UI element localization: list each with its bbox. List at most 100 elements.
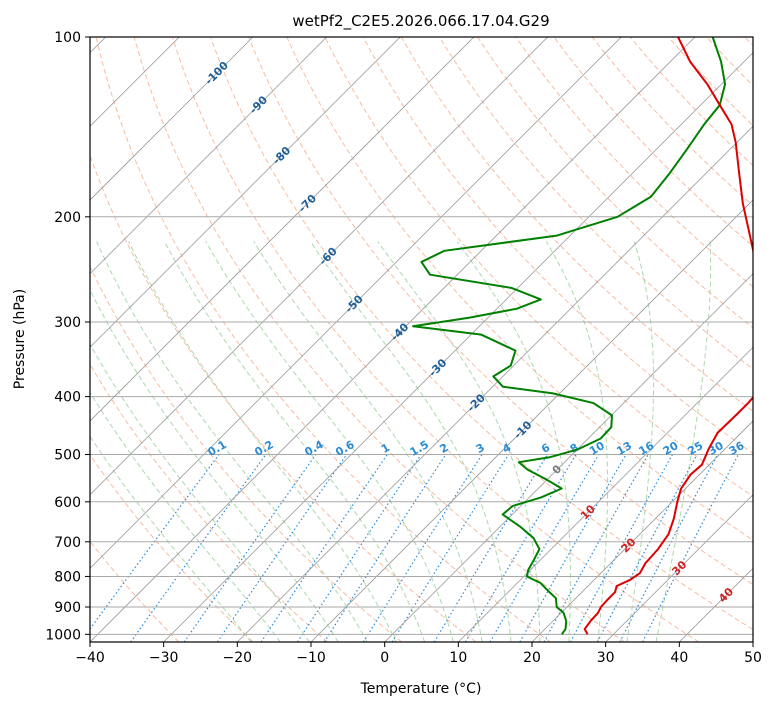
isotherms: [90, 37, 753, 642]
x-tick-label: 20: [523, 650, 541, 666]
dry-adiabat-line: [362, 37, 753, 455]
x-tick-label: −40: [75, 650, 105, 666]
x-tick-label: 50: [744, 650, 762, 666]
dry-adiabat-line: [324, 37, 753, 498]
x-tick-label: −30: [149, 650, 179, 666]
isotherm-line: [163, 52, 753, 642]
isotherm-line: [752, 641, 753, 642]
moist-adiabat-line: [164, 241, 426, 642]
isotherm-line: [90, 37, 401, 348]
isotherm-line: [531, 420, 753, 642]
moist-adiabat-line: [253, 241, 483, 642]
dry-adiabat-line: [248, 37, 753, 586]
mixing-ratio-line: [183, 454, 317, 642]
mixing-ratio-line: [489, 454, 600, 642]
moist-adiabat-line: [655, 241, 712, 642]
x-tick-label: 30: [597, 650, 615, 666]
y-axis-label: Pressure (hPa): [12, 289, 28, 389]
moist-adiabat-line: [128, 241, 397, 642]
mixing-ratio-line: [260, 454, 388, 642]
dry-adiabat-line: [286, 37, 753, 541]
moist-adiabat-line: [90, 288, 339, 642]
x-axis-label: Temperature (°C): [360, 681, 482, 697]
mixing-ratio-label: 16: [637, 439, 657, 458]
dewpoint-profile-line: [412, 37, 727, 635]
mixing-ratio-line: [216, 454, 348, 642]
mixing-ratio-line: [90, 454, 220, 630]
chart-title: wetPf2_C2E5.2026.066.17.04.G29: [292, 12, 549, 31]
x-tick-label: 10: [449, 650, 467, 666]
moist-adiabat-line: [90, 343, 310, 642]
dry-adiabat-line: [90, 540, 180, 642]
dry-adiabat-line: [591, 37, 753, 207]
moist-adiabats: [90, 241, 712, 642]
mixing-ratio-line: [596, 454, 698, 642]
mixing-ratio-line: [296, 454, 422, 642]
isotherm-line: [90, 37, 622, 569]
moist-adiabat-line: [310, 241, 512, 642]
isotherm-line: [605, 494, 753, 642]
dry-adiabat-line: [400, 37, 753, 412]
y-tick-label: 600: [54, 495, 81, 511]
moist-adiabat-line: [205, 241, 454, 642]
profiles: [412, 37, 753, 635]
dry-adiabat-line: [706, 37, 753, 87]
mixing-ratio-label: 36: [727, 439, 747, 458]
y-axis-ticks: 1000 900 800 700 600 500 400 300 200 100: [45, 30, 90, 643]
dry-adiabat-line: [553, 37, 753, 247]
mixing-ratio-label: 10: [587, 439, 607, 458]
mixing-ratio-line: [323, 454, 447, 642]
mixing-ratio-lines: [90, 454, 739, 642]
isotherm-line: [90, 37, 696, 642]
dry-adiabat-line: [744, 37, 753, 47]
y-tick-label: 300: [54, 315, 81, 331]
mixing-ratio-line: [433, 454, 548, 642]
mixing-ratio-line: [464, 454, 577, 642]
dry-adiabat-line: [90, 154, 477, 642]
x-axis-ticks: −40 −30 −20 −10 0 10 20 30 40 50: [75, 642, 762, 666]
mixing-ratio-label: 1.5: [408, 438, 431, 459]
moist-adiabat-line: [626, 241, 655, 642]
y-tick-label: 700: [54, 535, 81, 551]
dry-adiabat-line: [95, 37, 551, 642]
dry-adiabats: [90, 37, 753, 642]
mixing-ratio-label: 0.6: [333, 438, 357, 459]
mixing-ratio-label: 2: [438, 441, 451, 456]
y-tick-label: 200: [54, 210, 81, 226]
plot-frame: [89, 36, 754, 643]
dry-adiabat-line: [439, 37, 753, 370]
isotherm-line: [90, 37, 254, 201]
mixing-ratio-line: [569, 454, 673, 642]
y-tick-label: 100: [54, 30, 81, 46]
plot-area: 0.1 0.2 0.4 0.6 1 1.5 2 3 4 6 8 10 13 16 20 25 30 36 -100…: [90, 37, 753, 642]
x-tick-label: −20: [223, 650, 253, 666]
temperature-profile-line: [583, 37, 753, 635]
x-tick-label: −10: [296, 650, 326, 666]
mixing-ratio-label: 3: [474, 441, 487, 456]
isotherm-line: [458, 346, 753, 642]
dry-adiabat-line: [90, 363, 328, 642]
moist-adiabat-line: [456, 241, 571, 642]
y-tick-label: 800: [54, 569, 81, 585]
dry-adiabat-line: [515, 37, 753, 288]
isotherm-line: [237, 125, 753, 642]
y-tick-label: 1000: [45, 627, 81, 643]
isotherm-line: [679, 567, 753, 642]
mixing-ratio-label: 1: [379, 441, 392, 456]
isotherm-line: [310, 199, 753, 642]
mixing-ratio-label: 0.4: [302, 438, 326, 459]
moist-adiabat-line: [96, 241, 368, 642]
dry-adiabat-line: [171, 37, 700, 642]
y-tick-label: 900: [54, 600, 81, 616]
moist-adiabat-line: [90, 435, 252, 642]
dry-adiabat-line: [90, 265, 403, 642]
dry-adiabat-line: [133, 37, 625, 642]
isotherm-line: [90, 37, 327, 275]
moist-adiabat-line: [377, 241, 541, 642]
y-tick-label: 500: [54, 448, 81, 464]
mixing-ratio-line: [362, 454, 483, 642]
mixing-ratio-label: 25: [685, 439, 705, 458]
x-tick-label: 40: [670, 650, 688, 666]
